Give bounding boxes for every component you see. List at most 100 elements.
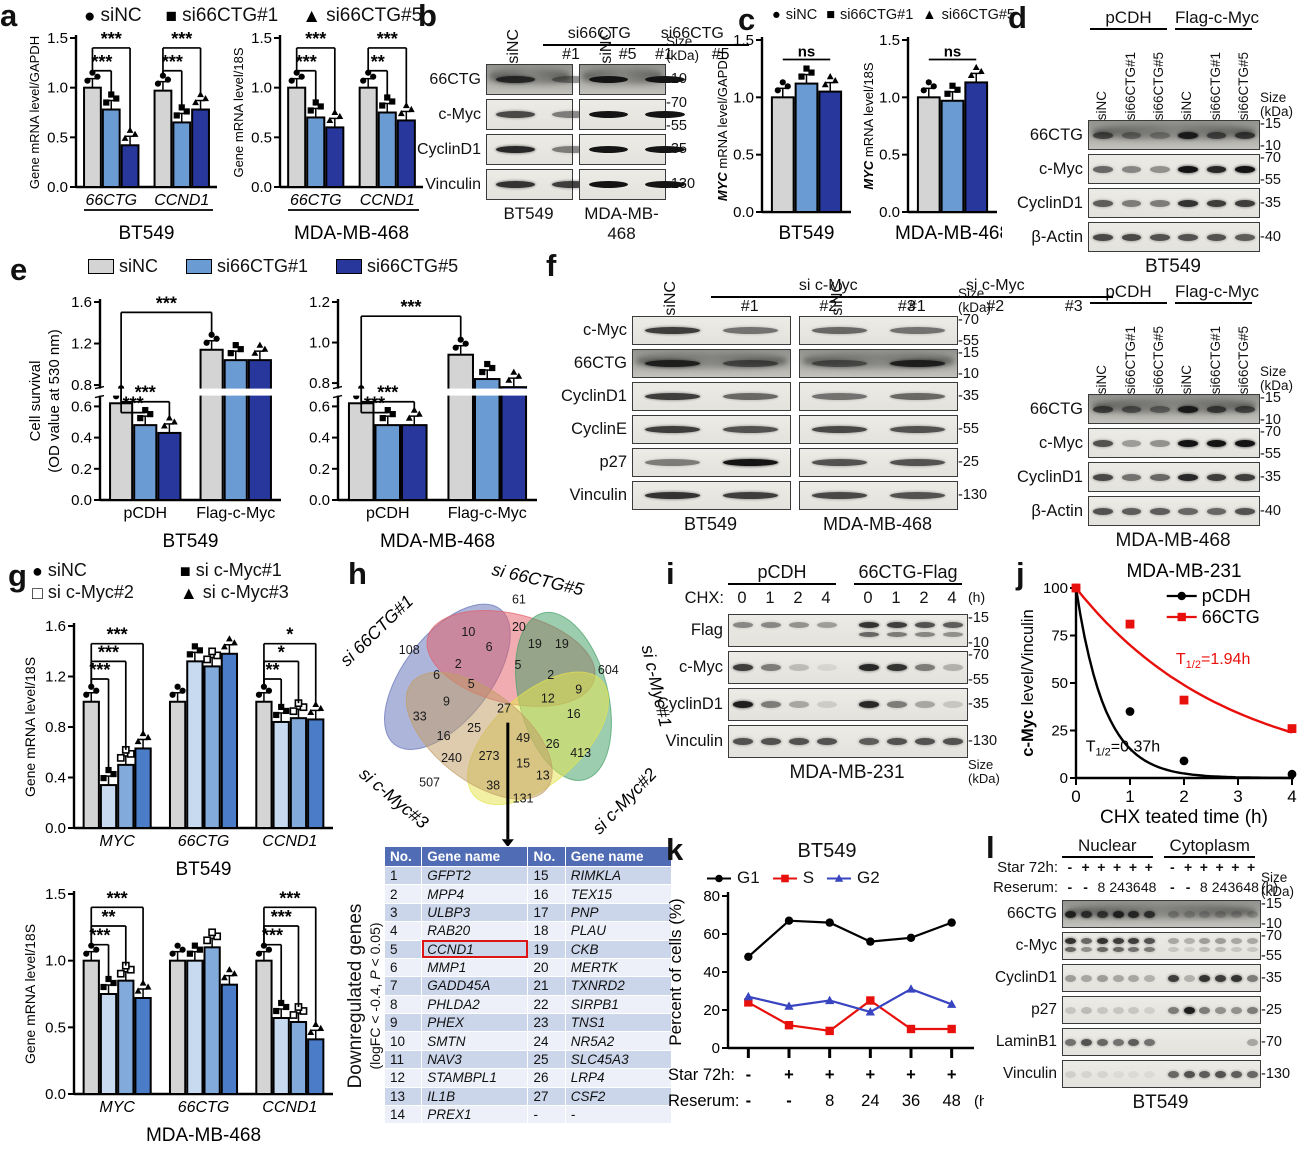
blot-band xyxy=(1230,974,1242,982)
svg-text:***: *** xyxy=(156,293,177,313)
bar-chart-svg: 0.0 0.2 0.4 0.6 0.8 1.0 1.2 pCDH Flag-c-Myc MDA-M… xyxy=(309,294,538,552)
blot-band xyxy=(1128,910,1140,918)
blot-group-label: Flag-c-Myc xyxy=(1175,282,1259,304)
table-cell: 21 xyxy=(527,976,566,996)
bar xyxy=(191,108,210,188)
blot-band xyxy=(1215,974,1227,982)
blot-row: Vinculin -130 xyxy=(548,481,1000,510)
blot-band xyxy=(723,327,779,334)
table-header: No. xyxy=(383,846,423,867)
svg-text:20: 20 xyxy=(703,1002,720,1019)
bar xyxy=(289,717,308,829)
blot-band xyxy=(1199,910,1211,918)
legend-item: ▲ si c-Myc#3 xyxy=(180,582,289,603)
blot-band xyxy=(761,664,781,671)
downregulated-genes-label: Downregulated genes xyxy=(345,903,366,1089)
cell-line-label: MDA-MB-468 xyxy=(822,514,933,534)
lane-label: si66CTG#5 xyxy=(1236,51,1252,120)
panel-letter-b: b xyxy=(418,0,437,33)
blot-band xyxy=(1096,1070,1108,1078)
svg-text:27: 27 xyxy=(497,701,511,715)
svg-text:+: + xyxy=(784,1066,794,1084)
blot-band xyxy=(1246,974,1258,982)
svg-text:si 66CTG#5: si 66CTG#5 xyxy=(490,559,586,600)
blot-band xyxy=(1178,439,1199,447)
cell-line-label: MDA-MB-231 xyxy=(789,762,905,783)
blot-band xyxy=(1215,1070,1227,1078)
blot-band xyxy=(1234,405,1255,413)
venn-diagram: 61 10 20 19 19 108 6 2 5 2 604 6 5 9 9 12 27 33 16 25 16 49 26… xyxy=(336,559,676,848)
blot-band xyxy=(859,632,879,638)
protein-label: c-Myc xyxy=(1015,937,1057,954)
gel-box xyxy=(1062,964,1261,992)
blot-band xyxy=(552,146,592,153)
svg-text:CCND1: CCND1 xyxy=(262,833,317,850)
protein-label: CyclinD1 xyxy=(656,695,723,713)
table-rotated-label: Downregulated genes (logFC < -0.4, P < 0… xyxy=(345,848,383,1144)
size-kda-header: Size (kDa) xyxy=(958,285,991,316)
svg-text:1.5: 1.5 xyxy=(45,886,66,903)
blot-band xyxy=(1215,947,1227,953)
svg-text:-: - xyxy=(746,1092,752,1110)
table-cell: PNP xyxy=(564,902,673,923)
bar xyxy=(82,959,100,1095)
svg-text:MDA-MB-468: MDA-MB-468 xyxy=(895,223,1002,244)
blot-band xyxy=(1121,165,1142,173)
header-value: + xyxy=(1231,859,1240,875)
blot-row: CyclinD1 -35 xyxy=(416,134,702,165)
blot-band xyxy=(1149,439,1170,447)
legend-label: si66CTG#5 xyxy=(326,5,423,26)
lane-label: si66CTG#1 xyxy=(1122,325,1138,394)
blot-band xyxy=(645,146,685,153)
bar xyxy=(272,1017,290,1095)
line-chart-svg: 0 25 50 75 100 c-Myc level/Vinculin MDA-MB-231… xyxy=(1019,561,1297,828)
header-row-label: Star 72h: xyxy=(997,859,1058,876)
blot-band xyxy=(495,111,536,118)
blot-band xyxy=(1096,1038,1108,1046)
svg-text:1.0: 1.0 xyxy=(733,89,754,106)
protein-label: LaminB1 xyxy=(995,1033,1057,1050)
table-cell: 26 xyxy=(527,1068,566,1088)
blot-band xyxy=(761,738,781,745)
blot-band xyxy=(1081,1038,1093,1046)
western-blot-l: Nuclear Cytoplasm Star 72h: - + + + + + - + + + + + Res… xyxy=(986,836,1305,1148)
svg-text:0.0: 0.0 xyxy=(45,1086,66,1103)
size-markers: -70 -55 xyxy=(1260,424,1281,462)
legend-label: si66CTG#1 xyxy=(839,7,914,23)
protein-label: CyclinD1 xyxy=(994,969,1057,986)
blot-band xyxy=(1144,910,1156,918)
svg-text:0.0: 0.0 xyxy=(879,204,900,221)
blot-band xyxy=(723,459,779,466)
bar xyxy=(101,108,121,188)
blot-band xyxy=(1096,974,1108,982)
panel-letter-f: f xyxy=(546,248,557,283)
chart-k-title: BT549 xyxy=(797,840,857,862)
legend-item: S xyxy=(772,868,814,888)
protein-label: CyclinD1 xyxy=(560,387,627,405)
gel-box xyxy=(579,134,685,165)
blot-band xyxy=(495,181,536,188)
svg-text:0.4: 0.4 xyxy=(45,770,66,787)
protein-label: 66CTG xyxy=(573,354,627,372)
svg-text:1.2: 1.2 xyxy=(45,669,66,686)
header-value: 4 xyxy=(821,589,831,607)
table-cell: 18 xyxy=(527,921,566,941)
blot-band xyxy=(915,664,935,671)
table-cell: 14 xyxy=(383,1104,423,1125)
legend-line-marker xyxy=(772,874,797,882)
bar xyxy=(168,700,187,829)
table-row: 5 CCND1 19 CKB xyxy=(383,939,673,959)
svg-text:1.2: 1.2 xyxy=(71,336,92,353)
bar xyxy=(307,718,325,829)
svg-text:19: 19 xyxy=(555,637,569,651)
protein-label: CyclinD1 xyxy=(416,140,481,158)
blot-header: pCDH Flag-c-Myc siNC si66CTG#1 si66CTG#5 siNC… xyxy=(1010,282,1302,394)
panel-l: l Nuclear Cytoplasm Star 72h: - + + + + + - + + + + + R… xyxy=(986,832,1305,1150)
blot-band xyxy=(1183,910,1195,918)
table-cell: NAV3 xyxy=(421,1049,529,1070)
blot-header: siNC si66CTG #1 #5 siNC si66CTG #1 #5 Size (kDa) xyxy=(420,6,749,64)
size-markers: -35 xyxy=(666,141,687,158)
blot-band xyxy=(1167,974,1179,982)
svg-text:**: ** xyxy=(371,52,385,72)
